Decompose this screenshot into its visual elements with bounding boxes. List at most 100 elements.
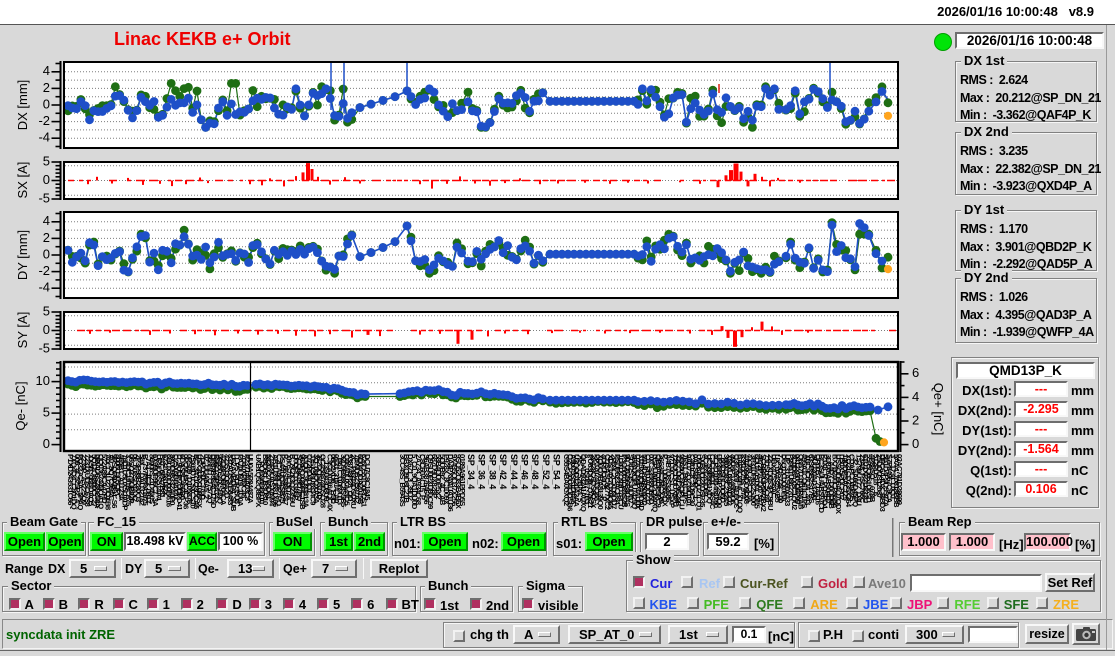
svg-text:USSQD96AQ7QDX: USSQD96AQ7QDX [834,454,843,515]
svg-text:0412X905D6P99: 0412X905D6P99 [793,454,802,504]
svg-text:UXB1Q52Q8BPX: UXB1Q52Q8BPX [254,454,263,508]
svg-text:PQ327CSA_5PAQ: PQ327CSA_5PAQ [76,454,85,510]
svg-text:0XCS3588UD5D: 0XCS3588UD5D [647,454,656,505]
svg-text:SY [A]: SY [A] [15,312,30,349]
svg-text:XDS14X7QX9Q65: XDS14X7QX9Q65 [606,454,615,510]
svg-text:63SP8B2S17BS: 63SP8B2S17BS [807,454,816,503]
svg-text:4: 4 [43,213,50,228]
svg-text:Q9SU0PXU80C59: Q9SU0PXU80C59 [426,454,435,509]
svg-text:-2: -2 [38,113,50,128]
svg-text:465B1_A1123A: 465B1_A1123A [117,454,126,501]
svg-text:8___0S0B7_7B3: 8___0S0B7_7B3 [582,454,591,504]
svg-text:BC_3471Q3DCA6: BC_3471Q3DCA6 [192,454,201,509]
svg-text:0189A961PPD5S: 0189A961PPD5S [458,454,467,506]
svg-text:X55XUX9PADQ2: X55XUX9PADQ2 [725,454,734,506]
svg-text:SP_54_4: SP_54_4 [552,454,562,489]
svg-text:SCQ6419D7PU: SCQ6419D7PU [295,454,304,502]
svg-text:DPC6A4DX_BBD3: DPC6A4DX_BBD3 [878,454,887,512]
svg-text:P__66SS884SS7: P__66SS884SS7 [281,454,290,505]
svg-text:687D9DX828P: 687D9DX828P [430,454,439,498]
svg-text:PSUP623ACP84: PSUP623ACP84 [613,454,622,506]
svg-text:P99B1U86270: P99B1U86270 [786,454,795,497]
svg-text:SXBUQ2XDSP35: SXBUQ2XDSP35 [698,454,707,508]
svg-text:0: 0 [912,436,919,451]
svg-text:0ACS939PC_1: 0ACS939PC_1 [691,454,700,500]
svg-text:SP_36_4: SP_36_4 [477,454,487,489]
svg-text:9X435QQ37X256: 9X435QQ37X256 [450,454,459,506]
svg-text:312DQS052XD: 312DQS052XD [315,454,324,500]
svg-text:868BU_Q7572Q: 868BU_Q7572Q [205,454,214,504]
svg-text:_6BDSBC0Q6D: _6BDSBC0Q6D [718,453,727,503]
svg-text:78D1U5DX5UADP: 78D1U5DX5UADP [120,454,129,510]
svg-text:7_39DS728__00: 7_39DS728__00 [776,454,785,503]
svg-text:__13S043Q8U9: __13S043Q8U9 [322,453,331,501]
svg-text:0PQ9U8PC4CP36: 0PQ9U8PC4CP36 [182,454,191,509]
svg-text:9SQ52Q83B4B6X: 9SQ52Q83B4B6X [454,454,463,510]
svg-text:Q46A0UXA43Q5_: Q46A0UXA43Q5_ [342,454,351,510]
svg-text:BC3SUUABS97CD: BC3SUUABS97CD [817,454,826,514]
svg-text:C2CA86C8P7PQ: C2CA86C8P7PQ [274,454,283,506]
svg-text:D6Q1X1XX0BA: D6Q1X1XX0BA [780,454,789,503]
svg-text:__A4D7_D0DD6B: __A4D7_D0DD6B [827,453,836,509]
svg-text:B47_6PA7B81: B47_6PA7B81 [158,454,167,499]
svg-text:__PQB98B6B10: __PQB98B6B10 [257,453,266,504]
svg-text:214P9UASX8994: 214P9UASX8994 [268,454,277,507]
svg-text:4P88SQ__078B: 4P88SQ__078B [868,454,877,503]
svg-text:0S31_31514_A0: 0S31_31514_A0 [332,454,341,503]
svg-text:A0_8Q7C99AC__: A0_8Q7C99AC__ [107,454,116,509]
svg-text:2: 2 [43,230,50,245]
svg-text:-4: -4 [38,130,50,145]
svg-text:A0CC1U270QXB8: A0CC1U270QXB8 [103,454,112,511]
svg-text:CDSASC6277XC2: CDSASC6277XC2 [603,454,612,510]
svg-text:XQ21CD335X364: XQ21CD335X364 [844,454,853,508]
svg-text:86906S21D490S: 86906S21D490S [148,454,157,504]
svg-text:5595Q651D6SD: 5595Q651D6SD [865,454,874,503]
svg-text:938748P28_QD: 938748P28_QD [346,454,355,502]
svg-text:BBXQ9D8C21B: BBXQ9D8C21B [402,454,411,503]
svg-text:B96Q75P5A74: B96Q75P5A74 [212,454,221,500]
svg-text:5: 5 [43,153,50,168]
svg-text:UP9DBS514A4: UP9DBS514A4 [154,454,163,502]
svg-text:PU63DU6_Q7S21: PU63DU6_Q7S21 [586,454,595,509]
svg-text:22CXQ0S3PC9BU: 22CXQ0S3PC9BU [766,454,775,511]
svg-text:46PAXQPU7425Q: 46PAXQPU7425Q [630,454,639,509]
svg-text:0: 0 [43,322,50,337]
svg-text:_7A1_1C3_0917: _7A1_1C3_0917 [144,453,153,503]
svg-text:SU82S1S30DB7: SU82S1S30DB7 [627,454,636,504]
svg-text:626D551Q0PDS1: 626D551Q0PDS1 [359,454,368,508]
svg-text:5AA4_70818BBB: 5AA4_70818BBB [892,454,901,508]
svg-text:2P69C2CXD9DU7: 2P69C2CXD9DU7 [610,454,619,509]
svg-text:P1XD243531C66: P1XD243531C66 [66,454,75,505]
svg-text:SP_34_4: SP_34_4 [466,454,476,489]
svg-text:DBAU6S289258A: DBAU6S289258A [93,454,102,509]
svg-text:-4: -4 [38,280,50,295]
svg-text:SP_38_4: SP_38_4 [487,454,497,489]
svg-text:9P850S3XSB9Q: 9P850S3XSB9Q [216,454,225,504]
svg-text:X80S74CDD7A: X80S74CDD7A [285,454,294,501]
svg-text:D7A3Q99P4AU0X: D7A3Q99P4AU0X [633,454,642,511]
svg-text:73DSU26_5C69: 73DSU26_5C69 [763,454,772,502]
svg-text:4672P7CQ073A7: 4672P7CQ073A7 [756,454,765,506]
svg-text:3P31UP6X2S100: 3P31UP6X2S100 [749,454,758,506]
svg-text:BX7B240CP86B6: BX7B240CP86B6 [831,454,840,508]
svg-text:9AD72Q239D101: 9AD72Q239D101 [684,454,693,507]
svg-text:DSPUAB32Q99XQ: DSPUAB32Q99XQ [650,454,659,512]
svg-text:6731C58182X: 6731C58182X [161,454,170,497]
svg-text:B_737PPPA1675: B_737PPPA1675 [141,454,150,506]
svg-text:14DDPSAC125: 14DDPSAC125 [841,454,850,502]
svg-text:USX3U5X1099SX: USX3U5X1099SX [195,454,204,509]
svg-text:P3Q5001Q85S2B: P3Q5001Q85S2B [620,454,629,508]
svg-text:UBX47SS6AC_: UBX47SS6AC_ [769,454,778,502]
svg-text:3Q_0UQQXA3A: 3Q_0UQQXA3A [312,454,321,504]
svg-text:DP3986AP2S4Q0: DP3986AP2S4Q0 [715,454,724,508]
svg-text:5_C0_9QA1DU0D: 5_C0_9QA1DU0D [410,454,419,510]
svg-text:0: 0 [43,172,50,187]
svg-text:AB1U39U681X66: AB1U39U681X66 [271,454,280,507]
svg-text:6DUA051X4_QB5: 6DUA051X4_QB5 [752,454,761,510]
svg-text:96XPQX89PC1SB: 96XPQX89PC1SB [298,454,307,510]
svg-text:8381X75S_974: 8381X75S_974 [739,454,748,500]
svg-text:2: 2 [43,80,50,95]
svg-text:79S_C52BA4_5: 79S_C52BA4_5 [576,454,585,503]
svg-text:DX [mm]: DX [mm] [15,80,30,131]
svg-text:XBC9C6QA_443: XBC9C6QA_443 [803,454,812,505]
